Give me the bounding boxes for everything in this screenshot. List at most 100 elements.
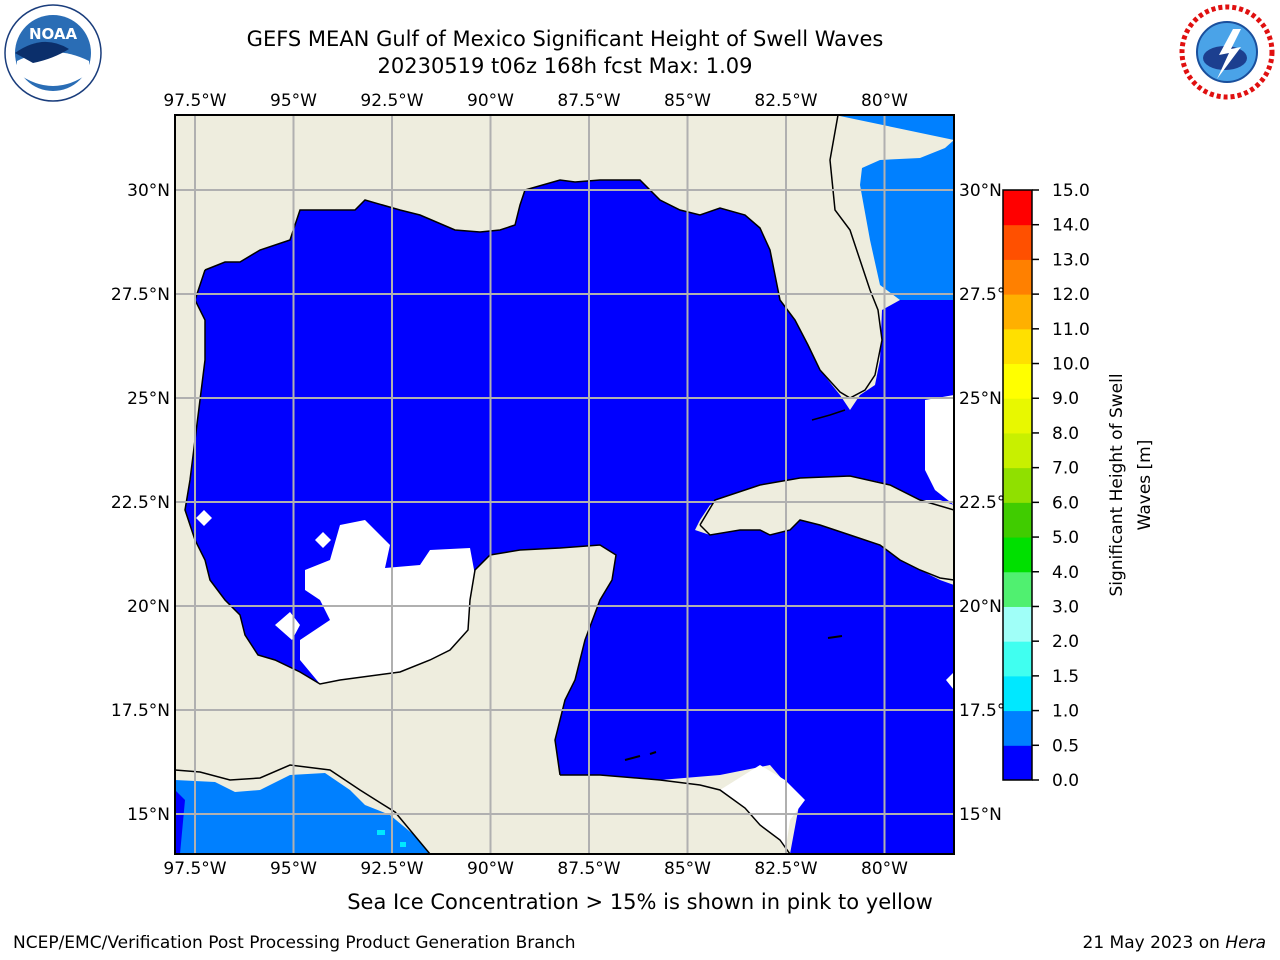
lon-ticks-top: 97.5°W 95°W 92.5°W 90°W 87.5°W 85°W 82.5°W 80°W [163,91,908,111]
island-keys [811,409,846,421]
colorbar-ticks: 0.0 0.5 1.0 1.5 2.0 3.0 4.0 5.0 6.0 7.0 8.0 9.0 10.0… [1032,181,1090,791]
lat-tick-label: 17.5°N [111,701,170,721]
noaa-logo-text: NOAA [29,25,78,43]
coastline-west [184,269,617,776]
ocean-field-gulf [185,180,954,854]
nws-logo-icon [1179,4,1275,100]
lat-tick-label: 25°N [959,389,1002,409]
swell-spot-1 [377,830,385,835]
no-data-notch-2 [196,510,212,526]
no-data-bahamas [925,395,954,505]
lon-tick-label: 82.5°W [754,91,817,111]
lon-tick-label: 85°W [664,859,711,879]
colorbar-tick-label: 14.0 [1052,216,1090,236]
colorbar-segment [1003,398,1032,434]
colorbar-tick-label: 3.0 [1052,597,1079,617]
colorbar-tick-label: 0.0 [1052,771,1079,791]
lat-tick-label: 30°N [959,181,1002,201]
lat-tick-label: 20°N [127,597,170,617]
lon-tick-label: 97.5°W [163,859,226,879]
credit-branch: NCEP/EMC/Verification Post Processing Pr… [13,933,576,953]
island-cayman [827,635,843,639]
no-data-jamaica-edge [946,672,954,690]
colorbar-label-line2: Waves [m] [1135,440,1155,531]
lat-tick-label: 20°N [959,597,1002,617]
no-data-notch-1 [315,532,331,548]
lon-tick-label: 92.5°W [360,91,423,111]
colorbar-segment [1003,710,1032,746]
colorbar-tick-label: 12.0 [1052,285,1090,305]
lon-tick-label: 92.5°W [360,859,423,879]
colorbar-segment [1003,328,1032,365]
island-bay-islands [624,751,657,761]
colorbar-segment [1003,432,1032,469]
colorbar-segment [1003,467,1032,503]
colorbar-tick-label: 4.0 [1052,563,1079,583]
lon-tick-label: 87.5°W [557,91,620,111]
lat-tick-label: 27.5°N [111,285,170,305]
colorbar-segment [1003,259,1032,295]
gridlines [175,115,954,854]
colorbar-segment [1003,675,1032,712]
colorbar-segment [1003,537,1032,573]
lon-tick-label: 87.5°W [557,859,620,879]
land-central-america [175,630,790,854]
land-florida [770,210,882,398]
lon-tick-label: 90°W [467,859,514,879]
colorbar-segment [1003,745,1032,781]
lat-tick-label: 15°N [959,805,1002,825]
colorbar [1003,190,1032,781]
colorbar-segment [1003,294,1032,330]
lon-tick-label: 95°W [270,859,317,879]
lat-tick-label: 15°N [127,805,170,825]
no-data-caribbean [720,765,805,854]
colorbar-tick-label: 5.0 [1052,528,1079,548]
coastline-pacific [175,764,431,854]
colorbar-tick-label: 8.0 [1052,424,1079,444]
colorbar-segment [1003,606,1032,642]
colorbar-segment [1003,502,1032,538]
colorbar-segment [1003,641,1032,677]
credit-host: Hera [1225,933,1266,953]
colorbar-frame [1002,189,1033,781]
lat-tick-label: 22.5°N [111,493,170,513]
colorbar-segment [1003,571,1032,607]
colorbar-tick-label: 11.0 [1052,320,1090,340]
lon-tick-label: 82.5°W [754,859,817,879]
lat-ticks-left: 30°N 27.5°N 25°N 22.5°N 20°N 17.5°N 15°N [111,181,170,825]
coastline-cuba [699,475,954,581]
lon-tick-label: 97.5°W [163,91,226,111]
colorbar-segment [1003,224,1032,260]
lon-tick-label: 85°W [664,91,711,111]
credit-date: 21 May 2023 on Hera [1083,933,1267,953]
lon-tick-label: 95°W [270,91,317,111]
map-field [175,115,954,854]
colorbar-tick-label: 1.5 [1052,667,1079,687]
colorbar-segment [1003,190,1032,226]
colorbar-tick-label: 9.0 [1052,389,1079,409]
lon-tick-label: 80°W [861,859,908,879]
swell-region-atlantic [835,115,954,300]
lon-tick-label: 90°W [467,91,514,111]
sea-ice-note: Sea Ice Concentration > 15% is shown in … [347,890,933,914]
credit-date-text: 21 May 2023 on [1082,933,1226,953]
colorbar-tick-label: 7.0 [1052,459,1079,479]
colorbar-tick-label: 6.0 [1052,493,1079,513]
colorbar-tick-label: 2.0 [1052,632,1079,652]
lon-tick-label: 80°W [861,91,908,111]
colorbar-tick-label: 1.0 [1052,702,1079,722]
noaa-logo-icon: NOAA [4,4,102,102]
colorbar-tick-label: 0.5 [1052,736,1079,756]
colorbar-segment [1003,363,1032,399]
swell-spot-2 [400,842,406,847]
lat-tick-label: 25°N [127,389,170,409]
no-data-bay-of-campeche [300,520,475,684]
colorbar-tick-label: 13.0 [1052,250,1090,270]
colorbar-tick-label: 10.0 [1052,355,1090,375]
coastline-honduras [560,774,791,854]
map-subtitle: 20230519 t06z 168h fcst Max: 1.09 [377,54,753,78]
map-frame [174,114,955,855]
lon-ticks-bottom: 97.5°W 95°W 92.5°W 90°W 87.5°W 85°W 82.5°W 80°W [163,859,908,879]
swell-region-pacific-edge [175,790,185,854]
